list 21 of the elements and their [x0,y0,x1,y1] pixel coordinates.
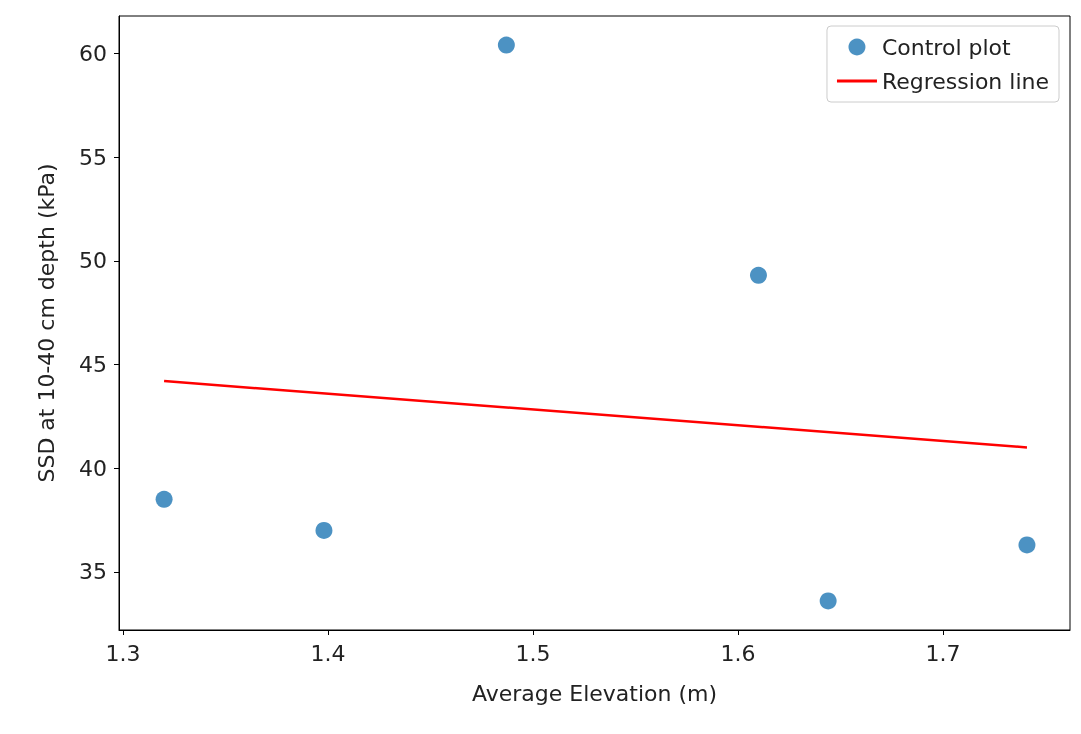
y-tick-label: 40 [79,455,107,481]
point [749,266,767,284]
point [1018,536,1036,554]
legend-label: Regression line [881,68,1049,94]
y-tick-label: 55 [79,144,107,170]
y-tick-label: 35 [79,559,107,585]
y-tick-label: 60 [79,40,107,66]
point [497,36,515,54]
point [819,592,837,610]
legend-label: Control plot [881,34,1012,60]
x-tick-label: 1.4 [310,640,346,666]
y-axis-title: SSD at 10-40 cm depth (kPa) [33,163,59,483]
x-tick-label: 1.3 [105,640,141,666]
x-axis-title: Average Elevation (m) [471,680,718,706]
point [155,490,173,508]
x-tick-label: 1.5 [515,640,551,666]
point [315,521,333,539]
x-tick-label: 1.6 [720,640,756,666]
y-tick-label: 50 [79,248,107,274]
x-tick-label: 1.7 [925,640,961,666]
y-tick-label: 45 [79,351,107,377]
